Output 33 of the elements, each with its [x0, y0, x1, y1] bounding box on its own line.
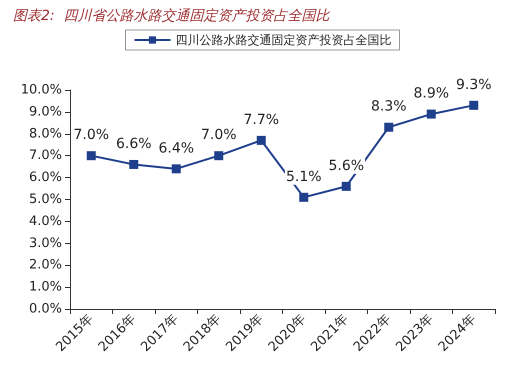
point [86, 151, 96, 160]
y-tick-label: 6.0% [28, 170, 62, 186]
point [256, 136, 266, 145]
data-label: 6.4% [158, 140, 194, 156]
point [426, 110, 436, 119]
data-label: 7.7% [243, 112, 280, 128]
y-tick-label: 10.0% [20, 82, 62, 98]
point [214, 151, 224, 160]
point [342, 182, 351, 191]
data-label: 8.9% [413, 86, 450, 102]
point [469, 100, 478, 110]
y-tick-label: 4.0% [28, 214, 62, 229]
data-label: 7.0% [73, 127, 110, 144]
y-tick-label: 3.0% [28, 236, 62, 251]
y-tick-label: 8.0% [28, 126, 62, 142]
y-tick-label: 2.0% [28, 258, 62, 273]
y-tick-label: 7.0% [28, 148, 62, 164]
data-label: 7.0% [200, 127, 237, 144]
data-label: 9.3% [456, 76, 492, 93]
y-tick-label: 5.0% [28, 192, 62, 207]
point [384, 122, 394, 132]
chart-title: 图表2: 四川省公路水路交通固定资产投资占全国比 [13, 8, 331, 24]
data-label: 5.6% [328, 158, 364, 174]
data-label: 8.3% [370, 98, 407, 115]
data-label: 5.1% [286, 168, 322, 185]
legend-label: 四川公路水路交通固定资产投资占全国比 [176, 33, 392, 47]
y-tick-label: 1.0% [28, 280, 62, 295]
point [172, 164, 181, 174]
point [299, 192, 308, 202]
y-tick-label: 0.0% [28, 302, 62, 316]
point [129, 160, 138, 169]
data-label: 6.6% [116, 136, 152, 152]
y-tick-label: 9.0% [28, 104, 62, 120]
